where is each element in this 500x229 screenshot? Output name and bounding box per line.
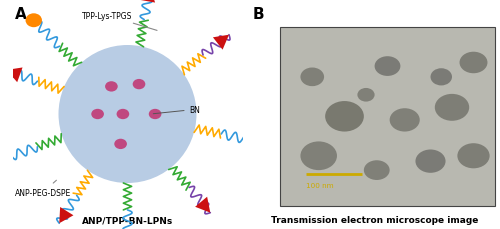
Text: B: B <box>252 7 264 22</box>
Polygon shape <box>59 207 74 223</box>
Ellipse shape <box>26 14 42 28</box>
Ellipse shape <box>249 135 266 149</box>
Ellipse shape <box>0 153 11 166</box>
Polygon shape <box>213 35 229 50</box>
Text: TPP-Lys-TPGS: TPP-Lys-TPGS <box>82 11 157 31</box>
Polygon shape <box>195 197 210 213</box>
Text: 100 nm: 100 nm <box>306 182 334 188</box>
Polygon shape <box>140 0 155 3</box>
Ellipse shape <box>390 109 420 132</box>
Ellipse shape <box>132 79 145 90</box>
Ellipse shape <box>116 109 129 120</box>
Ellipse shape <box>416 150 446 173</box>
Ellipse shape <box>300 142 337 170</box>
Ellipse shape <box>105 82 118 92</box>
Text: ANP-PEG-DSPE: ANP-PEG-DSPE <box>15 180 71 197</box>
Ellipse shape <box>364 161 390 180</box>
Ellipse shape <box>460 52 487 74</box>
Text: Transmission electron microscope image: Transmission electron microscope image <box>272 215 478 224</box>
Text: A: A <box>15 7 26 22</box>
Circle shape <box>58 46 196 183</box>
Ellipse shape <box>374 57 400 76</box>
FancyBboxPatch shape <box>280 27 495 206</box>
Polygon shape <box>6 68 22 83</box>
Text: BN: BN <box>154 105 200 114</box>
Ellipse shape <box>300 68 324 87</box>
Ellipse shape <box>458 144 490 169</box>
Ellipse shape <box>114 139 127 149</box>
Text: ANP/TPP-BN-LPNs: ANP/TPP-BN-LPNs <box>82 215 173 224</box>
Ellipse shape <box>430 69 452 86</box>
Ellipse shape <box>358 89 374 102</box>
Ellipse shape <box>435 94 469 121</box>
Ellipse shape <box>325 102 364 132</box>
Ellipse shape <box>92 109 104 120</box>
Ellipse shape <box>149 109 162 120</box>
